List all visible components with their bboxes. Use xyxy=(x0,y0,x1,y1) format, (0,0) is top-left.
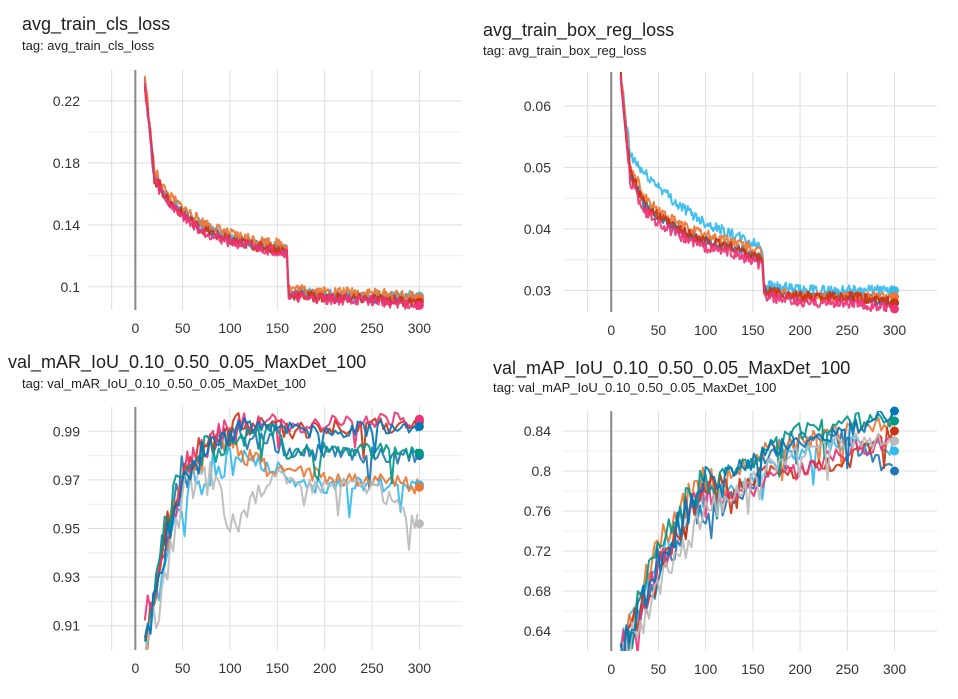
x-tick-label: 300 xyxy=(408,320,432,336)
x-tick-label: 300 xyxy=(883,661,907,677)
x-tick-label: 0 xyxy=(607,322,615,338)
chart-panel-map: val_mAP_IoU_0.10_0.50_0.05_MaxDet_100 ta… xyxy=(479,349,958,699)
series-line xyxy=(143,77,421,304)
series-line xyxy=(621,432,894,651)
series-group xyxy=(143,75,421,310)
chart-panel-box-reg-loss: avg_train_box_reg_loss tag: avg_train_bo… xyxy=(479,0,958,349)
series-group xyxy=(619,72,896,312)
chart-tag: tag: avg_train_box_reg_loss xyxy=(483,43,647,58)
series-end-marker xyxy=(890,416,900,426)
x-tick-label: 50 xyxy=(651,322,667,338)
y-tick-label: 0.05 xyxy=(524,159,551,175)
series-end-marker xyxy=(890,292,900,302)
series-line xyxy=(619,72,896,308)
chart-tag: tag: val_mAP_IoU_0.10_0.50_0.05_MaxDet_1… xyxy=(493,380,777,395)
series-end-marker xyxy=(414,414,424,424)
x-tick-label: 200 xyxy=(313,320,337,336)
series-line xyxy=(144,461,419,650)
y-tick-label: 0.03 xyxy=(524,282,551,298)
chart-title: avg_train_cls_loss xyxy=(22,14,171,34)
y-tick-label: 0.68 xyxy=(524,583,551,599)
y-tick-label: 0.95 xyxy=(53,521,80,537)
chart-plot: 0 50 100 150 200 250 300 0.06 0.05 0.04 0.03 xyxy=(524,72,937,338)
x-tick-label: 250 xyxy=(836,661,860,677)
y-tick-label: 0.14 xyxy=(53,217,80,233)
y-tick-label: 0.18 xyxy=(53,155,80,171)
series-end-marker xyxy=(890,446,900,456)
series-line xyxy=(143,423,419,645)
x-tick-label: 0 xyxy=(131,320,139,336)
chart-title: val_mAP_IoU_0.10_0.50_0.05_MaxDet_100 xyxy=(493,358,851,378)
x-tick-label: 100 xyxy=(694,322,718,338)
chart-plot: 0 50 100 150 200 250 300 0.22 0.18 0.14 0.1 xyxy=(53,70,462,336)
x-tick-label: 100 xyxy=(218,660,242,676)
x-tick-label: 100 xyxy=(694,661,718,677)
x-tick-label: 50 xyxy=(175,660,191,676)
chart-tag: tag: avg_train_cls_loss xyxy=(22,38,155,53)
series-end-marker xyxy=(414,482,424,492)
series-end-marker xyxy=(890,426,900,436)
series-group xyxy=(619,411,894,651)
series-line xyxy=(143,87,421,308)
series-line xyxy=(619,76,896,312)
x-tick-label: 250 xyxy=(360,320,384,336)
y-tick-label: 0.97 xyxy=(53,472,80,488)
chart-tag: tag: val_mAR_IoU_0.10_0.50_0.05_MaxDet_1… xyxy=(22,376,307,391)
chart-panel-mar: val_mAR_IoU_0.10_0.50_0.05_MaxDet_100 ta… xyxy=(0,349,479,699)
x-tick-label: 0 xyxy=(607,661,615,677)
series-line xyxy=(619,72,896,297)
chart-title: avg_train_box_reg_loss xyxy=(483,20,675,40)
chart-panel-cls-loss: avg_train_cls_loss tag: avg_train_cls_lo… xyxy=(0,0,479,349)
x-tick-label: 250 xyxy=(360,660,384,676)
y-tick-label: 0.22 xyxy=(53,93,80,109)
series-line xyxy=(143,417,419,639)
x-tick-label: 200 xyxy=(788,322,812,338)
x-tick-label: 200 xyxy=(313,660,337,676)
series-line xyxy=(143,82,421,310)
x-tick-label: 150 xyxy=(741,322,765,338)
series-end-marker xyxy=(890,298,900,308)
series-end-marker xyxy=(890,466,900,476)
series-end-marker xyxy=(414,448,424,458)
y-tick-label: 0.99 xyxy=(53,423,80,439)
series-end-marker xyxy=(890,285,900,295)
chart-plot: 0 50 100 150 200 250 300 0.99 0.97 0.95 0.93 0.91 xyxy=(53,407,462,676)
series-end-marker xyxy=(414,300,424,310)
y-tick-label: 0.72 xyxy=(524,543,551,559)
y-tick-label: 0.04 xyxy=(524,221,551,237)
x-tick-label: 100 xyxy=(218,320,242,336)
series-end-marker xyxy=(890,406,900,416)
y-tick-label: 0.64 xyxy=(524,623,551,639)
y-tick-label: 0.84 xyxy=(524,423,551,439)
series-group xyxy=(143,411,419,650)
series-line xyxy=(143,75,421,304)
x-tick-label: 250 xyxy=(836,322,860,338)
x-tick-label: 150 xyxy=(266,320,290,336)
series-end-marker xyxy=(414,421,424,431)
x-tick-label: 50 xyxy=(651,661,667,677)
y-tick-label: 0.76 xyxy=(524,503,551,519)
chart-title: val_mAR_IoU_0.10_0.50_0.05_MaxDet_100 xyxy=(8,352,367,372)
series-line xyxy=(619,411,894,651)
x-tick-label: 300 xyxy=(883,322,907,338)
x-tick-label: 150 xyxy=(741,661,765,677)
y-tick-label: 0.1 xyxy=(61,279,81,295)
series-end-marker xyxy=(890,304,900,314)
y-tick-label: 0.91 xyxy=(53,618,80,634)
series-end-marker xyxy=(414,519,424,529)
x-tick-label: 300 xyxy=(408,660,432,676)
series-line xyxy=(143,89,421,303)
x-tick-label: 50 xyxy=(175,320,191,336)
y-tick-label: 0.06 xyxy=(524,98,551,114)
y-tick-label: 0.93 xyxy=(53,569,80,585)
chart-plot: 0 50 100 150 200 250 300 0.84 0.8 0.76 0.72 0.68 0.6… xyxy=(524,406,937,677)
series-end-marker xyxy=(890,436,900,446)
y-tick-label: 0.8 xyxy=(532,463,552,479)
x-tick-label: 0 xyxy=(131,660,139,676)
x-tick-label: 200 xyxy=(788,661,812,677)
x-tick-label: 150 xyxy=(266,660,290,676)
